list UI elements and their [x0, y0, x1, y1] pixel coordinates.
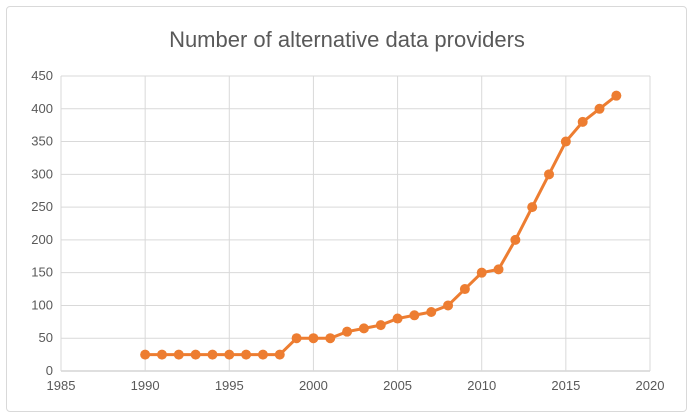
data-point: [140, 349, 151, 360]
data-point: [392, 313, 403, 324]
data-point: [342, 326, 353, 337]
data-point: [375, 320, 386, 331]
data-point: [190, 349, 201, 360]
data-point: [173, 349, 184, 360]
data-point: [476, 267, 487, 278]
y-tick-label: 0: [46, 363, 53, 378]
x-tick-label: 2005: [383, 378, 412, 393]
data-point: [611, 90, 622, 101]
x-tick-label: 2010: [467, 378, 496, 393]
data-point: [291, 333, 302, 344]
x-tick-label: 1995: [215, 378, 244, 393]
y-tick-label: 100: [31, 297, 53, 312]
x-tick-label: 2015: [551, 378, 580, 393]
data-point: [527, 202, 538, 213]
series-line: [145, 94, 618, 357]
x-tick-label: 2020: [636, 378, 665, 393]
y-tick-label: 250: [31, 199, 53, 214]
chart-frame: [6, 6, 687, 412]
data-point: [325, 333, 336, 344]
data-point: [207, 349, 218, 360]
y-tick-label: 150: [31, 265, 53, 280]
y-tick-label: 400: [31, 101, 53, 116]
data-point: [426, 307, 437, 317]
data-point: [577, 116, 588, 127]
y-tick-label: 50: [39, 330, 53, 345]
y-tick-label: 450: [31, 68, 53, 83]
data-point: [257, 349, 268, 360]
data-point: [459, 284, 470, 295]
data-point: [241, 349, 252, 360]
x-tick-label: 2000: [299, 378, 328, 393]
data-point: [274, 349, 285, 360]
data-point: [493, 264, 504, 275]
x-tick-label: 1985: [47, 378, 76, 393]
data-point: [560, 136, 571, 147]
y-tick-label: 350: [31, 134, 53, 149]
y-tick-label: 300: [31, 166, 53, 181]
data-point: [409, 310, 420, 321]
data-point: [224, 349, 235, 360]
data-point: [156, 349, 167, 360]
data-point: [544, 169, 555, 180]
data-point: [443, 300, 454, 311]
chart-title: Number of alternative data providers: [169, 27, 525, 52]
x-tick-label: 1990: [131, 378, 160, 393]
data-point: [510, 234, 521, 245]
data-point: [594, 103, 605, 114]
data-point: [358, 323, 369, 334]
y-tick-label: 200: [31, 232, 53, 247]
data-point: [308, 333, 319, 344]
